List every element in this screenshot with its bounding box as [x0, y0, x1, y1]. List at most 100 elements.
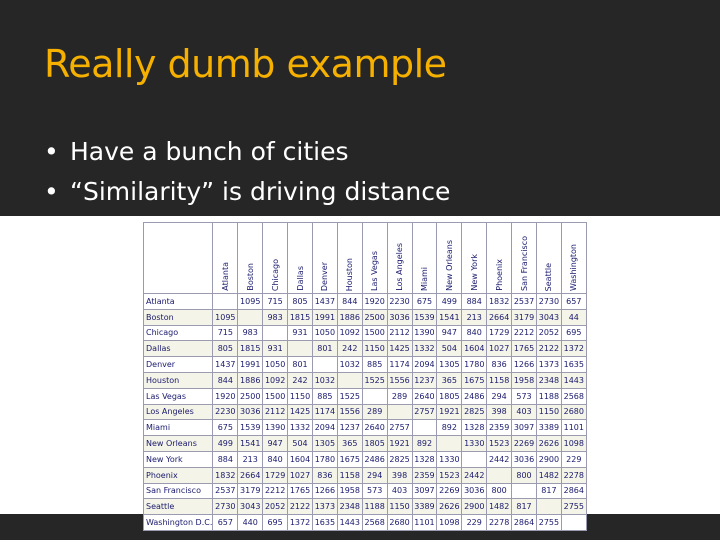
- column-header: Boston: [237, 222, 264, 294]
- distance-cell: 715: [212, 324, 239, 342]
- distance-cell: 2664: [237, 466, 264, 484]
- distance-cell: 2730: [535, 293, 562, 310]
- distance-cell: 836: [311, 466, 338, 484]
- distance-cell: 2112: [386, 324, 413, 342]
- distance-cell: [560, 514, 587, 531]
- distance-cell: 817: [511, 498, 537, 516]
- distance-cell: [461, 450, 488, 468]
- distance-cell: 3097: [411, 482, 438, 500]
- distance-cell: 1675: [336, 450, 363, 468]
- distance-cell: 2359: [486, 419, 513, 437]
- distance-cell: 715: [262, 293, 289, 310]
- distance-cell: 657: [212, 514, 239, 531]
- column-header: Dallas: [287, 222, 313, 294]
- distance-cell: 3036: [461, 482, 488, 500]
- distance-cell: 1886: [336, 308, 363, 326]
- distance-cell: 1050: [262, 356, 289, 373]
- slide-title: Really dumb example: [44, 42, 447, 86]
- distance-cell: 1815: [237, 340, 264, 358]
- table-row: New York 884 213 840 1604 1780 1675 2486 2825 132…: [142, 450, 587, 468]
- distance-cell: 242: [336, 340, 363, 358]
- distance-cell: 1991: [237, 356, 264, 373]
- distance-cell: 675: [411, 293, 438, 310]
- distance-cell: 1425: [287, 403, 313, 421]
- distance-cell: 884: [212, 450, 239, 468]
- distance-cell: [262, 324, 289, 342]
- distance-cell: 3036: [386, 308, 413, 326]
- distance-cell: 2094: [311, 419, 338, 437]
- distance-cell: 675: [212, 419, 239, 437]
- distance-cell: 840: [461, 324, 488, 342]
- distance-cell: 2052: [262, 498, 289, 516]
- row-header: Los Angeles: [142, 403, 214, 421]
- distance-cell: 947: [436, 324, 463, 342]
- distance-cell: 2442: [461, 466, 488, 484]
- distance-cell: 844: [212, 371, 239, 389]
- distance-cell: 1027: [287, 466, 313, 484]
- column-header: Miami: [411, 222, 438, 294]
- distance-cell: 1958: [511, 371, 537, 389]
- table-row: Washington D.C. 657 440 695 1372 1635 1443 2568…: [142, 514, 587, 531]
- distance-cell: 1032: [336, 356, 363, 373]
- row-header: San Francisco: [142, 482, 214, 500]
- distance-cell: 1098: [560, 435, 587, 452]
- column-header: Seattle: [535, 222, 562, 294]
- distance-cell: 1305: [436, 356, 463, 373]
- distance-cell: 2755: [535, 514, 562, 531]
- distance-cell: 3389: [411, 498, 438, 516]
- distance-cell: 1729: [262, 466, 289, 484]
- distance-cell: 2900: [535, 450, 562, 468]
- distance-cell: 2680: [560, 403, 587, 421]
- column-header: San Francisco: [511, 222, 537, 294]
- distance-cell: 2537: [511, 293, 537, 310]
- distance-cell: 1095: [212, 308, 239, 326]
- distance-cell: 1443: [560, 371, 587, 389]
- distance-cell: 294: [486, 387, 513, 405]
- row-header: Las Vegas: [142, 387, 214, 405]
- table-corner-cell: [142, 222, 214, 294]
- distance-cell: 2757: [411, 403, 438, 421]
- distance-cell: 1525: [361, 371, 388, 389]
- distance-cell: 1032: [311, 371, 338, 389]
- distance-cell: 2269: [511, 435, 537, 452]
- column-header: Las Vegas: [361, 222, 388, 294]
- distance-cell: 403: [386, 482, 413, 500]
- bullet-item: • “Similarity” is driving distance: [44, 172, 450, 212]
- distance-cell: 1328: [411, 450, 438, 468]
- distance-cell: 1425: [386, 340, 413, 358]
- distance-cell: 1500: [262, 387, 289, 405]
- column-header: Atlanta: [212, 222, 239, 294]
- distance-cell: 2230: [212, 403, 239, 421]
- distance-cell: 1158: [486, 371, 513, 389]
- distance-cell: 2568: [361, 514, 388, 531]
- distance-cell: 504: [287, 435, 313, 452]
- distance-cell: 1332: [287, 419, 313, 437]
- distance-cell: 2122: [287, 498, 313, 516]
- distance-cell: 1150: [386, 498, 413, 516]
- distance-cell: [237, 308, 264, 326]
- distance-cell: 2900: [461, 498, 488, 516]
- distance-cell: 2664: [486, 308, 513, 326]
- distance-cell: 2122: [535, 340, 562, 358]
- distance-cell: 2230: [386, 293, 413, 310]
- distance-cell: 885: [361, 356, 388, 373]
- distance-cell: 3179: [511, 308, 537, 326]
- distance-cell: 1991: [311, 308, 338, 326]
- row-header: Washington D.C.: [142, 514, 214, 531]
- distance-cell: 1921: [436, 403, 463, 421]
- distance-cell: 1523: [436, 466, 463, 484]
- table-row: Chicago 715 983 931 1050 1092 1500 2112 1390 947 8…: [142, 324, 587, 342]
- distance-cell: 1539: [411, 308, 438, 326]
- slide-header-area: [0, 0, 720, 216]
- distance-cell: 3179: [237, 482, 264, 500]
- row-header: Denver: [142, 356, 214, 373]
- distance-cell: 1765: [287, 482, 313, 500]
- distance-cell: 294: [361, 466, 388, 484]
- column-header: Denver: [311, 222, 338, 294]
- table-row: Atlanta 1095 715 805 1437 844 1920 2230 675 499 88…: [142, 293, 587, 310]
- distance-cell: 983: [262, 308, 289, 326]
- distance-cell: 1150: [361, 340, 388, 358]
- distance-cell: 1372: [560, 340, 587, 358]
- distance-cell: 3043: [535, 308, 562, 326]
- distance-cell: 3043: [237, 498, 264, 516]
